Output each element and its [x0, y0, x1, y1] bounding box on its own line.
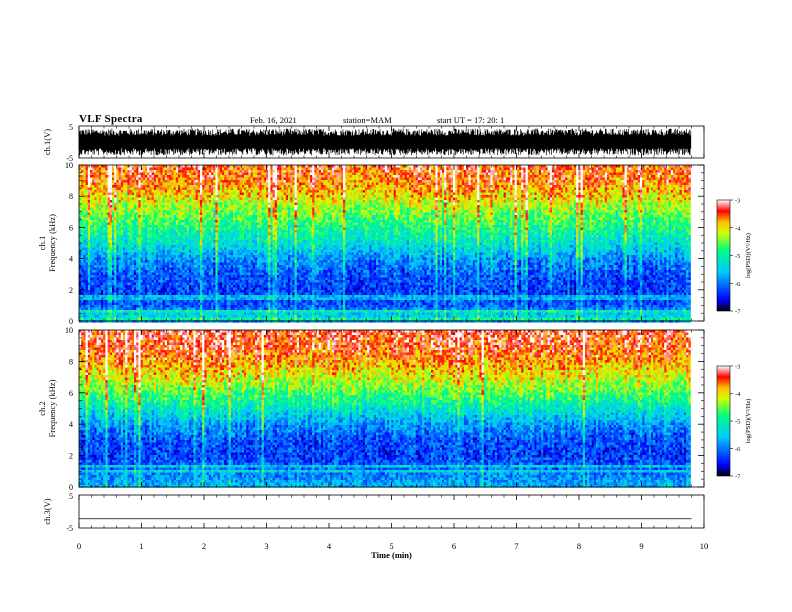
y-tick-label: 4	[69, 420, 73, 429]
ch3-waveform-panel: 5 -5 ch.3(V)	[42, 492, 705, 533]
x-tick-label: 6	[452, 541, 456, 551]
ch1-ylabel: ch.1(V)	[42, 129, 52, 155]
x-tick-label: 3	[264, 541, 268, 551]
x-tick-label: 1	[139, 541, 143, 551]
y-tick-label: -5	[66, 524, 73, 533]
y-tick-label: -5	[66, 154, 73, 163]
colorbar-ch2: -3 -4 -5 -6 -7 log(PSD)(V²/Hz)	[716, 364, 752, 481]
x-tick-label: 7	[514, 541, 518, 551]
panel-channel-label: ch.1	[37, 236, 47, 250]
x-tick-label: 0	[77, 541, 81, 551]
y-tick-label: 8	[69, 357, 73, 366]
frequency-axis-label: Frequency (kHz)	[47, 214, 57, 272]
y-tick-label: 0	[69, 317, 73, 326]
colorbar-tick-label: -4	[735, 391, 741, 398]
colorbar-label: log(PSD)(V²/Hz)	[745, 233, 752, 278]
colorbar-tick-label: -6	[735, 281, 741, 288]
panel-channel-label: ch.2	[37, 401, 47, 415]
colorbar-label: log(PSD)(V²/Hz)	[745, 399, 752, 444]
frequency-axis-label: Frequency (kHz)	[47, 379, 57, 437]
x-tick-label: 8	[577, 541, 581, 551]
colorbar-tick-label: -4	[735, 225, 741, 232]
figure-title: VLF Spectra	[79, 113, 143, 125]
y-tick-label: 2	[69, 452, 73, 461]
x-tick-label: 5	[389, 541, 393, 551]
ch1-waveform-panel: 5 -5 ch.1(V)	[42, 123, 705, 163]
ch1-waveform-trace	[78, 128, 692, 156]
y-tick-label: 5	[69, 123, 73, 132]
ch2-spectrogram-panel: 0 2 4 6 8 10 ch.2 Frequency (kHz)	[37, 326, 705, 492]
colorbar-tick-label: -3	[735, 364, 740, 371]
colorbar-tick-label: -7	[735, 309, 741, 316]
colorbar-gradient	[716, 365, 731, 477]
y-tick-label: 10	[65, 326, 73, 335]
start-ut-label: start UT = 17: 20: 1	[437, 115, 504, 125]
colorbar-ch1: -3 -4 -5 -6 -7 log(PSD)(V²/Hz)	[716, 198, 752, 316]
x-axis-label: Time (min)	[371, 550, 412, 560]
colorbar-tick-label: -6	[735, 446, 741, 453]
y-tick-label: 0	[69, 483, 73, 492]
y-tick-label: 10	[65, 161, 73, 170]
x-tick-label: 10	[700, 541, 709, 551]
ch3-ylabel: ch.3(V)	[42, 498, 52, 524]
ch1-spectrogram-panel: 0 2 4 6 8 10 ch.1 Frequency (kHz)	[37, 161, 705, 326]
y-tick-label: 5	[69, 492, 73, 501]
colorbar-tick-label: -7	[735, 474, 741, 481]
date-label: Feb. 16, 2021	[250, 115, 297, 125]
colorbar-tick-label: -3	[735, 198, 740, 205]
x-tick-label: 4	[327, 541, 332, 551]
colorbar-tick-label: -5	[735, 253, 740, 260]
x-tick-label: 2	[202, 541, 206, 551]
spectrogram-cells	[79, 330, 691, 488]
time-axis: 0 1 2 3 4 5 6 7 8 9 10 Time (min)	[77, 541, 708, 560]
y-tick-label: 2	[69, 286, 73, 295]
station-label: station=MAM	[343, 115, 392, 125]
colorbar-tick-label: -5	[735, 419, 740, 426]
spectrogram-cells	[79, 165, 691, 323]
x-tick-label: 9	[639, 541, 643, 551]
y-tick-label: 6	[69, 389, 73, 398]
colorbar-gradient	[716, 199, 731, 312]
y-tick-label: 6	[69, 223, 73, 232]
y-tick-label: 8	[69, 192, 73, 201]
y-tick-label: 4	[69, 255, 73, 264]
